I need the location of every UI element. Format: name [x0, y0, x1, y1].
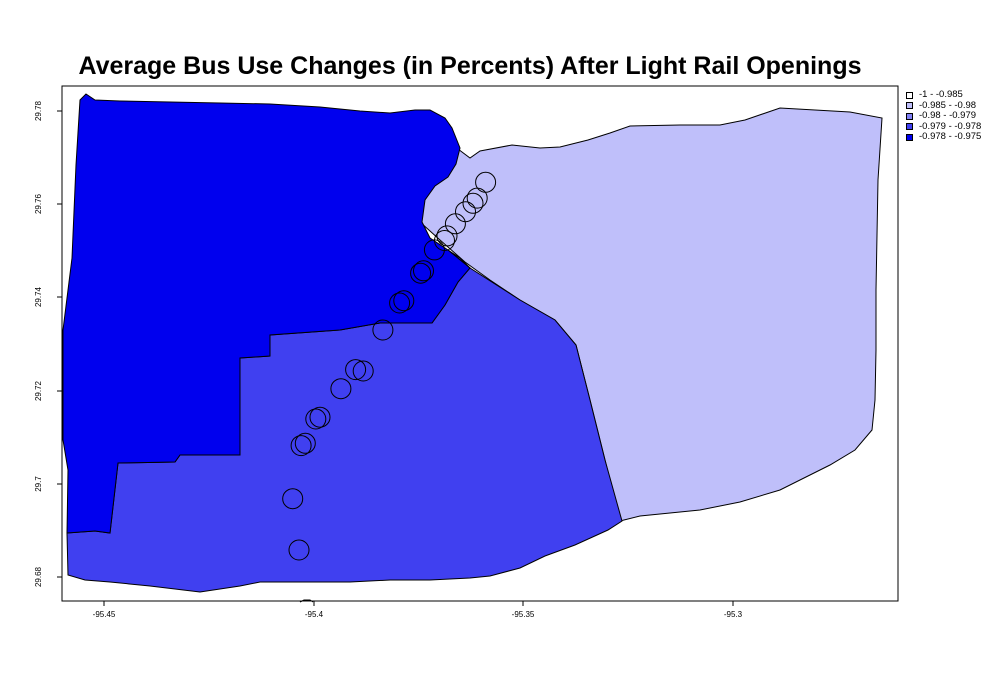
y-tick-label: 29.68 — [34, 566, 43, 587]
y-tick-label: 29.7 — [34, 476, 43, 492]
rail-station-marker[interactable] — [345, 359, 367, 381]
x-tick-label: -95.45 — [93, 610, 116, 619]
rail-station-marker[interactable] — [466, 187, 488, 209]
legend-label: -0.985 - -0.98 — [919, 99, 977, 111]
legend-item[interactable]: -1 - -0.985 — [906, 90, 981, 101]
legend-swatch — [906, 123, 913, 131]
region-northwest[interactable] — [62, 93, 471, 534]
legend-item[interactable]: -0.98 - -0.979 — [906, 111, 981, 122]
map-title: Average Bus Use Changes (in Percents) Af… — [78, 52, 862, 80]
rail-station-marker[interactable] — [290, 435, 312, 457]
rail-station-marker[interactable] — [282, 488, 304, 510]
rail-station-marker[interactable] — [436, 225, 458, 247]
y-tick-label: 29.76 — [34, 193, 43, 214]
rail-station-marker[interactable] — [294, 432, 316, 454]
axis-ticks — [57, 110, 734, 606]
x-tick-label: -95.3 — [724, 610, 743, 619]
rail-station-marker[interactable] — [444, 213, 466, 235]
rail-station-marker[interactable] — [372, 319, 394, 341]
rail-station-marker[interactable] — [413, 260, 434, 282]
x-tick-label: -95.4 — [305, 610, 324, 619]
rail-station-marker[interactable] — [330, 378, 352, 400]
rail-station-marker[interactable] — [423, 239, 445, 261]
legend-swatch — [906, 133, 913, 141]
rail-station-marker[interactable] — [305, 408, 327, 430]
legend: -1 - -0.985 -0.985 - -0.98 -0.98 - -0.97… — [906, 90, 981, 143]
rail-station-marker[interactable] — [288, 539, 310, 561]
stations-layer — [282, 171, 497, 561]
legend-label: -1 - -0.985 — [919, 89, 963, 101]
rail-station-marker[interactable] — [352, 360, 374, 382]
legend-item[interactable]: -0.979 - -0.978 — [906, 120, 982, 133]
region-fragment — [299, 599, 314, 603]
region-east[interactable] — [419, 107, 883, 522]
rail-station-marker[interactable] — [393, 290, 415, 312]
legend-label: -0.979 - -0.978 — [919, 120, 982, 132]
y-tick-label: 29.74 — [34, 286, 43, 307]
legend-swatch — [906, 112, 913, 120]
legend-swatch — [906, 102, 913, 110]
rail-station-marker[interactable] — [410, 262, 432, 284]
y-tick-label: 29.78 — [34, 100, 43, 121]
legend-item[interactable]: -0.985 - -0.98 — [906, 99, 981, 112]
legend-item[interactable]: -0.978 - -0.975 — [906, 132, 981, 143]
rail-station-marker[interactable] — [309, 406, 331, 428]
legend-label: -0.98 - -0.979 — [919, 110, 977, 122]
legend-swatch — [906, 91, 913, 99]
rail-station-marker[interactable] — [462, 192, 484, 214]
legend-label: -0.978 - -0.975 — [919, 131, 982, 143]
y-tick-label: 29.72 — [34, 380, 43, 401]
x-tick-label: -95.35 — [512, 610, 535, 619]
rail-station-marker[interactable] — [389, 292, 411, 314]
